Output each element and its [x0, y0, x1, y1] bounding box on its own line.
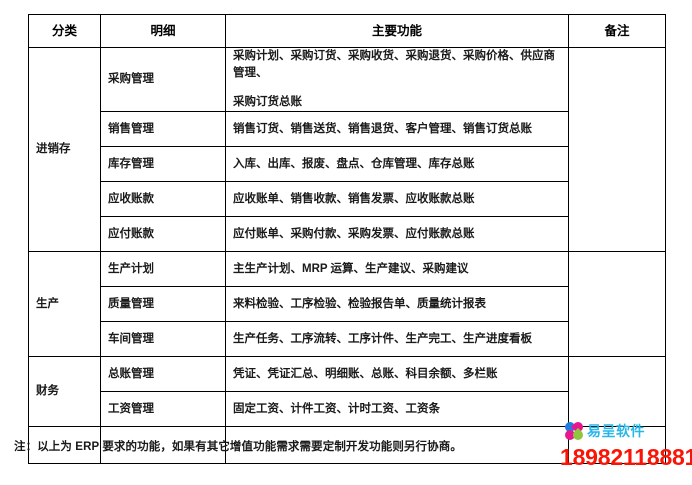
cell-detail: 应收账款	[100, 181, 226, 218]
header-cell-category: 分类	[28, 14, 101, 48]
cell-detail: 应付账款	[100, 216, 226, 253]
cell-function	[225, 426, 569, 465]
function-line: 固定工资、计件工资、计时工资、工资条	[233, 402, 440, 415]
cell-remark	[568, 356, 666, 428]
function-line: 采购订货总账	[233, 96, 302, 109]
table-row: 进销存 采购管理 采购计划、采购订货、采购收货、采购退货、采购价格、供应商管理、 采购…	[28, 46, 666, 253]
function-line: 应收账单、销售收款、销售发票、应收账款总账	[233, 192, 475, 205]
function-line: 生产任务、工序流转、工序计件、生产完工、生产进度看板	[233, 332, 532, 345]
pinwheel-logo-icon	[562, 419, 586, 443]
function-line: 采购计划、采购订货、采购收货、采购退货、采购价格、供应商管理、	[233, 50, 555, 79]
function-line: 凭证、凭证汇总、明细账、总账、科目余额、多栏账	[233, 367, 498, 380]
table-row: 工资管理 固定工资、计件工资、计时工资、工资条	[29, 391, 666, 428]
erp-function-table: 分类 明细 主要功能 备注 进销存 采购管理 采购计划、采购订货、采购收货、采购退货…	[28, 14, 666, 465]
header-cell-detail: 明细	[100, 14, 226, 48]
cell-detail: 质量管理	[100, 286, 226, 323]
header-cell-remark: 备注	[568, 14, 666, 48]
function-line: 应付账单、采购付款、采购发票、应付账款总账	[233, 227, 475, 240]
table-row: 质量管理 来料检验、工序检验、检验报告单、质量统计报表	[29, 286, 666, 323]
cell-function: 来料检验、工序检验、检验报告单、质量统计报表	[225, 286, 569, 323]
cell-detail: 生产计划	[100, 251, 226, 288]
cell-detail: 销售管理	[100, 111, 226, 148]
table-row: 销售管理 销售订货、销售送货、销售退货、客户管理、销售订货总账	[29, 111, 666, 148]
header-row: 分类 明细 主要功能 备注	[28, 14, 666, 48]
cell-function: 采购计划、采购订货、采购收货、采购退货、采购价格、供应商管理、采购订货总账	[225, 46, 569, 113]
table-header: 分类 明细 主要功能 备注	[28, 14, 666, 48]
header-cell-function: 主要功能	[225, 14, 569, 48]
cell-remark	[568, 251, 666, 358]
footer-note: 注：以上为 ERP 要求的功能，如果有其它增值功能需求需要定制开发功能则另行协商…	[14, 441, 462, 453]
cell-function: 应付账单、采购付款、采购发票、应付账款总账	[225, 216, 569, 253]
cell-function: 主生产计划、MRP 运算、生产建议、采购建议	[225, 251, 569, 288]
brand-watermark: 易呈软件 18982118881	[560, 419, 692, 470]
function-line: 销售订货、销售送货、销售退货、客户管理、销售订货总账	[233, 122, 532, 135]
cell-detail: 总账管理	[100, 356, 226, 393]
cell-category: 财务	[28, 356, 101, 428]
cell-function: 入库、出库、报废、盘点、仓库管理、库存总账	[225, 146, 569, 183]
table-row: 应收账款 应收账单、销售收款、销售发票、应收账款总账	[29, 181, 666, 218]
cell-function: 凭证、凭证汇总、明细账、总账、科目余额、多栏账	[225, 356, 569, 393]
cell-function: 应收账单、销售收款、销售发票、应收账款总账	[225, 181, 569, 218]
cell-category: 进销存	[28, 46, 101, 253]
table-body: 进销存 采购管理 采购计划、采购订货、采购收货、采购退货、采购价格、供应商管理、 采购…	[28, 46, 666, 465]
cell-detail: 采购管理	[100, 46, 226, 113]
cell-detail: 库存管理	[100, 146, 226, 183]
brand-name: 易呈软件	[587, 423, 645, 439]
table-row: 生产 生产计划 主生产计划、MRP 运算、生产建议、采购建议	[28, 251, 666, 358]
cell-category	[28, 426, 101, 465]
table-row: 库存管理 入库、出库、报废、盘点、仓库管理、库存总账	[29, 146, 666, 183]
function-line: 入库、出库、报废、盘点、仓库管理、库存总账	[233, 157, 475, 170]
function-line: 主生产计划、MRP 运算、生产建议、采购建议	[233, 262, 469, 275]
cell-detail: 车间管理	[100, 321, 226, 358]
table-row	[28, 426, 666, 465]
table-row: 财务 总账管理 凭证、凭证汇总、明细账、总账、科目余额、多栏账	[28, 356, 666, 428]
cell-remark	[568, 46, 666, 253]
cell-category: 生产	[28, 251, 101, 358]
brand-phone: 18982118881	[560, 444, 692, 470]
cell-detail: 工资管理	[100, 391, 226, 428]
table-row: 应付账款 应付账单、采购付款、采购发票、应付账款总账	[29, 216, 666, 253]
cell-function: 生产任务、工序流转、工序计件、生产完工、生产进度看板	[225, 321, 569, 358]
cell-function: 销售订货、销售送货、销售退货、客户管理、销售订货总账	[225, 111, 569, 148]
function-line: 来料检验、工序检验、检验报告单、质量统计报表	[233, 297, 486, 310]
table-row: 车间管理 生产任务、工序流转、工序计件、生产完工、生产进度看板	[29, 321, 666, 358]
cell-function: 固定工资、计件工资、计时工资、工资条	[225, 391, 569, 428]
brand-row: 易呈软件	[562, 419, 692, 443]
cell-remark	[568, 426, 666, 465]
